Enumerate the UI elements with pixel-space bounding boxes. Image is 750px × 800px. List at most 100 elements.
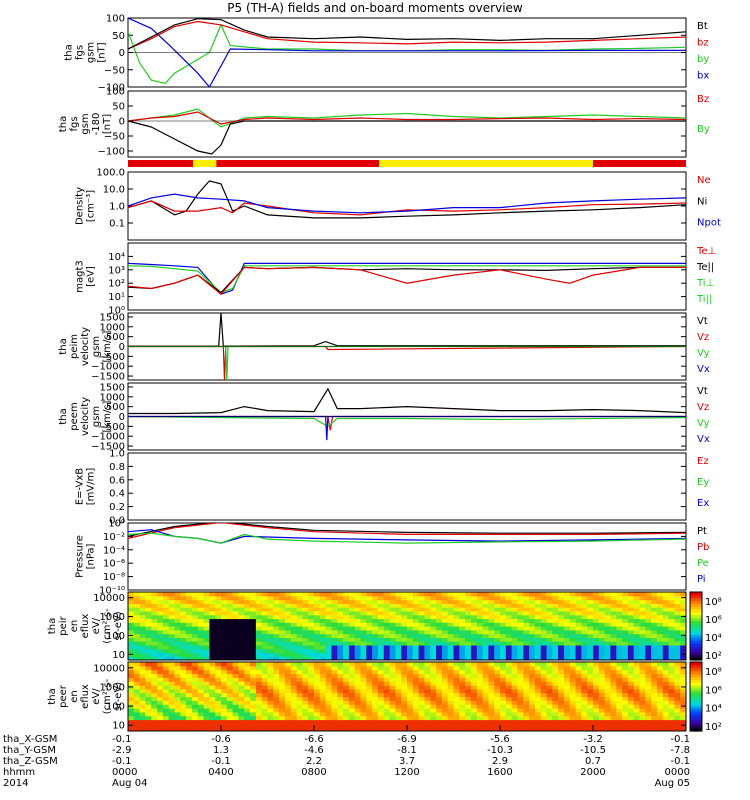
spectrogram-cell: [168, 723, 176, 728]
spectrogram-cell: [430, 648, 437, 654]
spectrogram-cell: [162, 665, 170, 671]
spectrogram-cell: [529, 696, 536, 701]
spectrogram-cell: [162, 677, 170, 682]
spectrogram-cell: [505, 692, 513, 698]
spectrogram-cell: [674, 711, 681, 717]
spectrogram-cell: [412, 711, 420, 717]
spectrogram-cell: [662, 708, 670, 713]
spectrogram-cell: [401, 648, 408, 654]
spectrogram-cell: [348, 610, 356, 616]
spectrogram-cell: [418, 727, 425, 731]
spectrogram-cell: [610, 641, 617, 646]
y-tick-label: 10000: [93, 663, 125, 674]
spectrogram-cell: [534, 685, 542, 690]
spectrogram-cell: [500, 715, 507, 721]
spectrogram-cell: [534, 641, 542, 646]
spectrogram-cell: [279, 607, 286, 612]
spectrogram-cell: [656, 652, 664, 657]
spectrogram-cell: [412, 692, 420, 698]
spectrogram-cell: [488, 662, 495, 667]
spectrogram-cell: [215, 629, 222, 635]
spectrogram-cell: [476, 599, 484, 604]
spectrogram-cell: [133, 592, 141, 597]
spectrogram-cell: [360, 708, 367, 713]
spectrogram-cell: [284, 648, 292, 654]
spectrogram-cell: [133, 648, 141, 654]
spectrogram-cell: [668, 708, 675, 713]
spectrogram-cell: [424, 719, 431, 724]
spectrogram-cell: [494, 648, 501, 654]
spectrogram-cell: [523, 656, 530, 660]
spectrogram-cell: [494, 592, 501, 597]
spectrogram-cell: [372, 622, 379, 627]
spectrogram-cell: [482, 648, 489, 654]
spectrogram-cell: [267, 641, 274, 646]
spectrogram-cell: [418, 637, 425, 642]
spectrogram-cell: [348, 696, 356, 701]
spectrogram-cell: [430, 644, 437, 650]
spectrogram-cell: [511, 629, 518, 635]
spectrogram-cell: [627, 652, 635, 657]
spectrogram-cell: [174, 696, 181, 701]
colorbar-swatch: [690, 702, 702, 706]
spectrogram-cell: [418, 607, 425, 612]
spectrogram-cell: [622, 692, 629, 698]
spectrogram-cell: [244, 622, 251, 627]
spectrogram-cell: [662, 677, 670, 682]
spectrogram-cell: [482, 715, 489, 721]
spectrogram-cell: [523, 614, 530, 620]
spectrogram-cell: [587, 644, 594, 650]
spectrogram-cell: [517, 607, 524, 612]
spectrogram-cell: [261, 618, 269, 623]
spectrogram-cell: [162, 669, 170, 675]
spectrogram-cell: [209, 727, 216, 731]
spectrogram-cell: [174, 629, 181, 635]
spectrogram-cell: [244, 727, 251, 731]
spectrogram-cell: [593, 692, 600, 698]
spectrogram-cell: [482, 610, 489, 616]
spectrogram-cell: [180, 595, 187, 601]
spectrogram-cell: [360, 637, 367, 642]
spectrogram-cell: [546, 711, 553, 717]
spectrogram-cell: [267, 723, 274, 728]
spectrogram-cell: [610, 708, 617, 713]
spectrogram-cell: [221, 715, 228, 721]
spectrogram-cell: [662, 692, 670, 698]
spectrogram-cell: [558, 652, 565, 657]
spectrogram-cell: [598, 669, 606, 675]
spectrogram-cell: [534, 618, 542, 623]
spectrogram-cell: [540, 610, 548, 616]
spectrogram-cell: [470, 641, 478, 646]
spectrogram-cell: [348, 719, 356, 724]
spectrogram-cell: [563, 629, 571, 635]
spectrogram-cell: [325, 656, 332, 660]
y-axis-label-line: eV/: [91, 617, 102, 634]
spectrogram-cell: [517, 614, 524, 620]
spectrogram-cell: [563, 723, 571, 728]
spectrogram-cell: [476, 692, 484, 698]
spectrogram-cell: [168, 696, 176, 701]
spectrogram-cell: [651, 665, 658, 671]
spectrogram-cell: [203, 633, 210, 638]
spectrogram-cell: [221, 669, 228, 675]
spectrogram-cell: [680, 629, 686, 635]
spectrogram-cell: [453, 727, 460, 731]
colorbar-swatch: [690, 617, 702, 621]
spectrogram-cell: [447, 637, 455, 642]
spectrogram-cell: [494, 704, 501, 709]
y-axis-label-line: eflux: [80, 684, 91, 709]
spectrogram-cell: [470, 656, 478, 660]
spectrogram-cell: [383, 688, 391, 694]
spectrogram-cell: [470, 622, 478, 627]
spectrogram-cell: [459, 692, 466, 698]
spectrogram-cell: [377, 673, 385, 678]
y-tick-label: −100: [98, 147, 125, 158]
spectrogram-cell: [523, 677, 530, 682]
spectrogram-cell: [680, 696, 686, 701]
spectrogram-cell: [279, 622, 286, 627]
spectrogram-cell: [191, 656, 199, 660]
spectrogram-cell: [529, 648, 536, 654]
spectrogram-cell: [627, 662, 635, 667]
series-line: [128, 415, 686, 428]
spectrogram-cell: [412, 629, 420, 635]
